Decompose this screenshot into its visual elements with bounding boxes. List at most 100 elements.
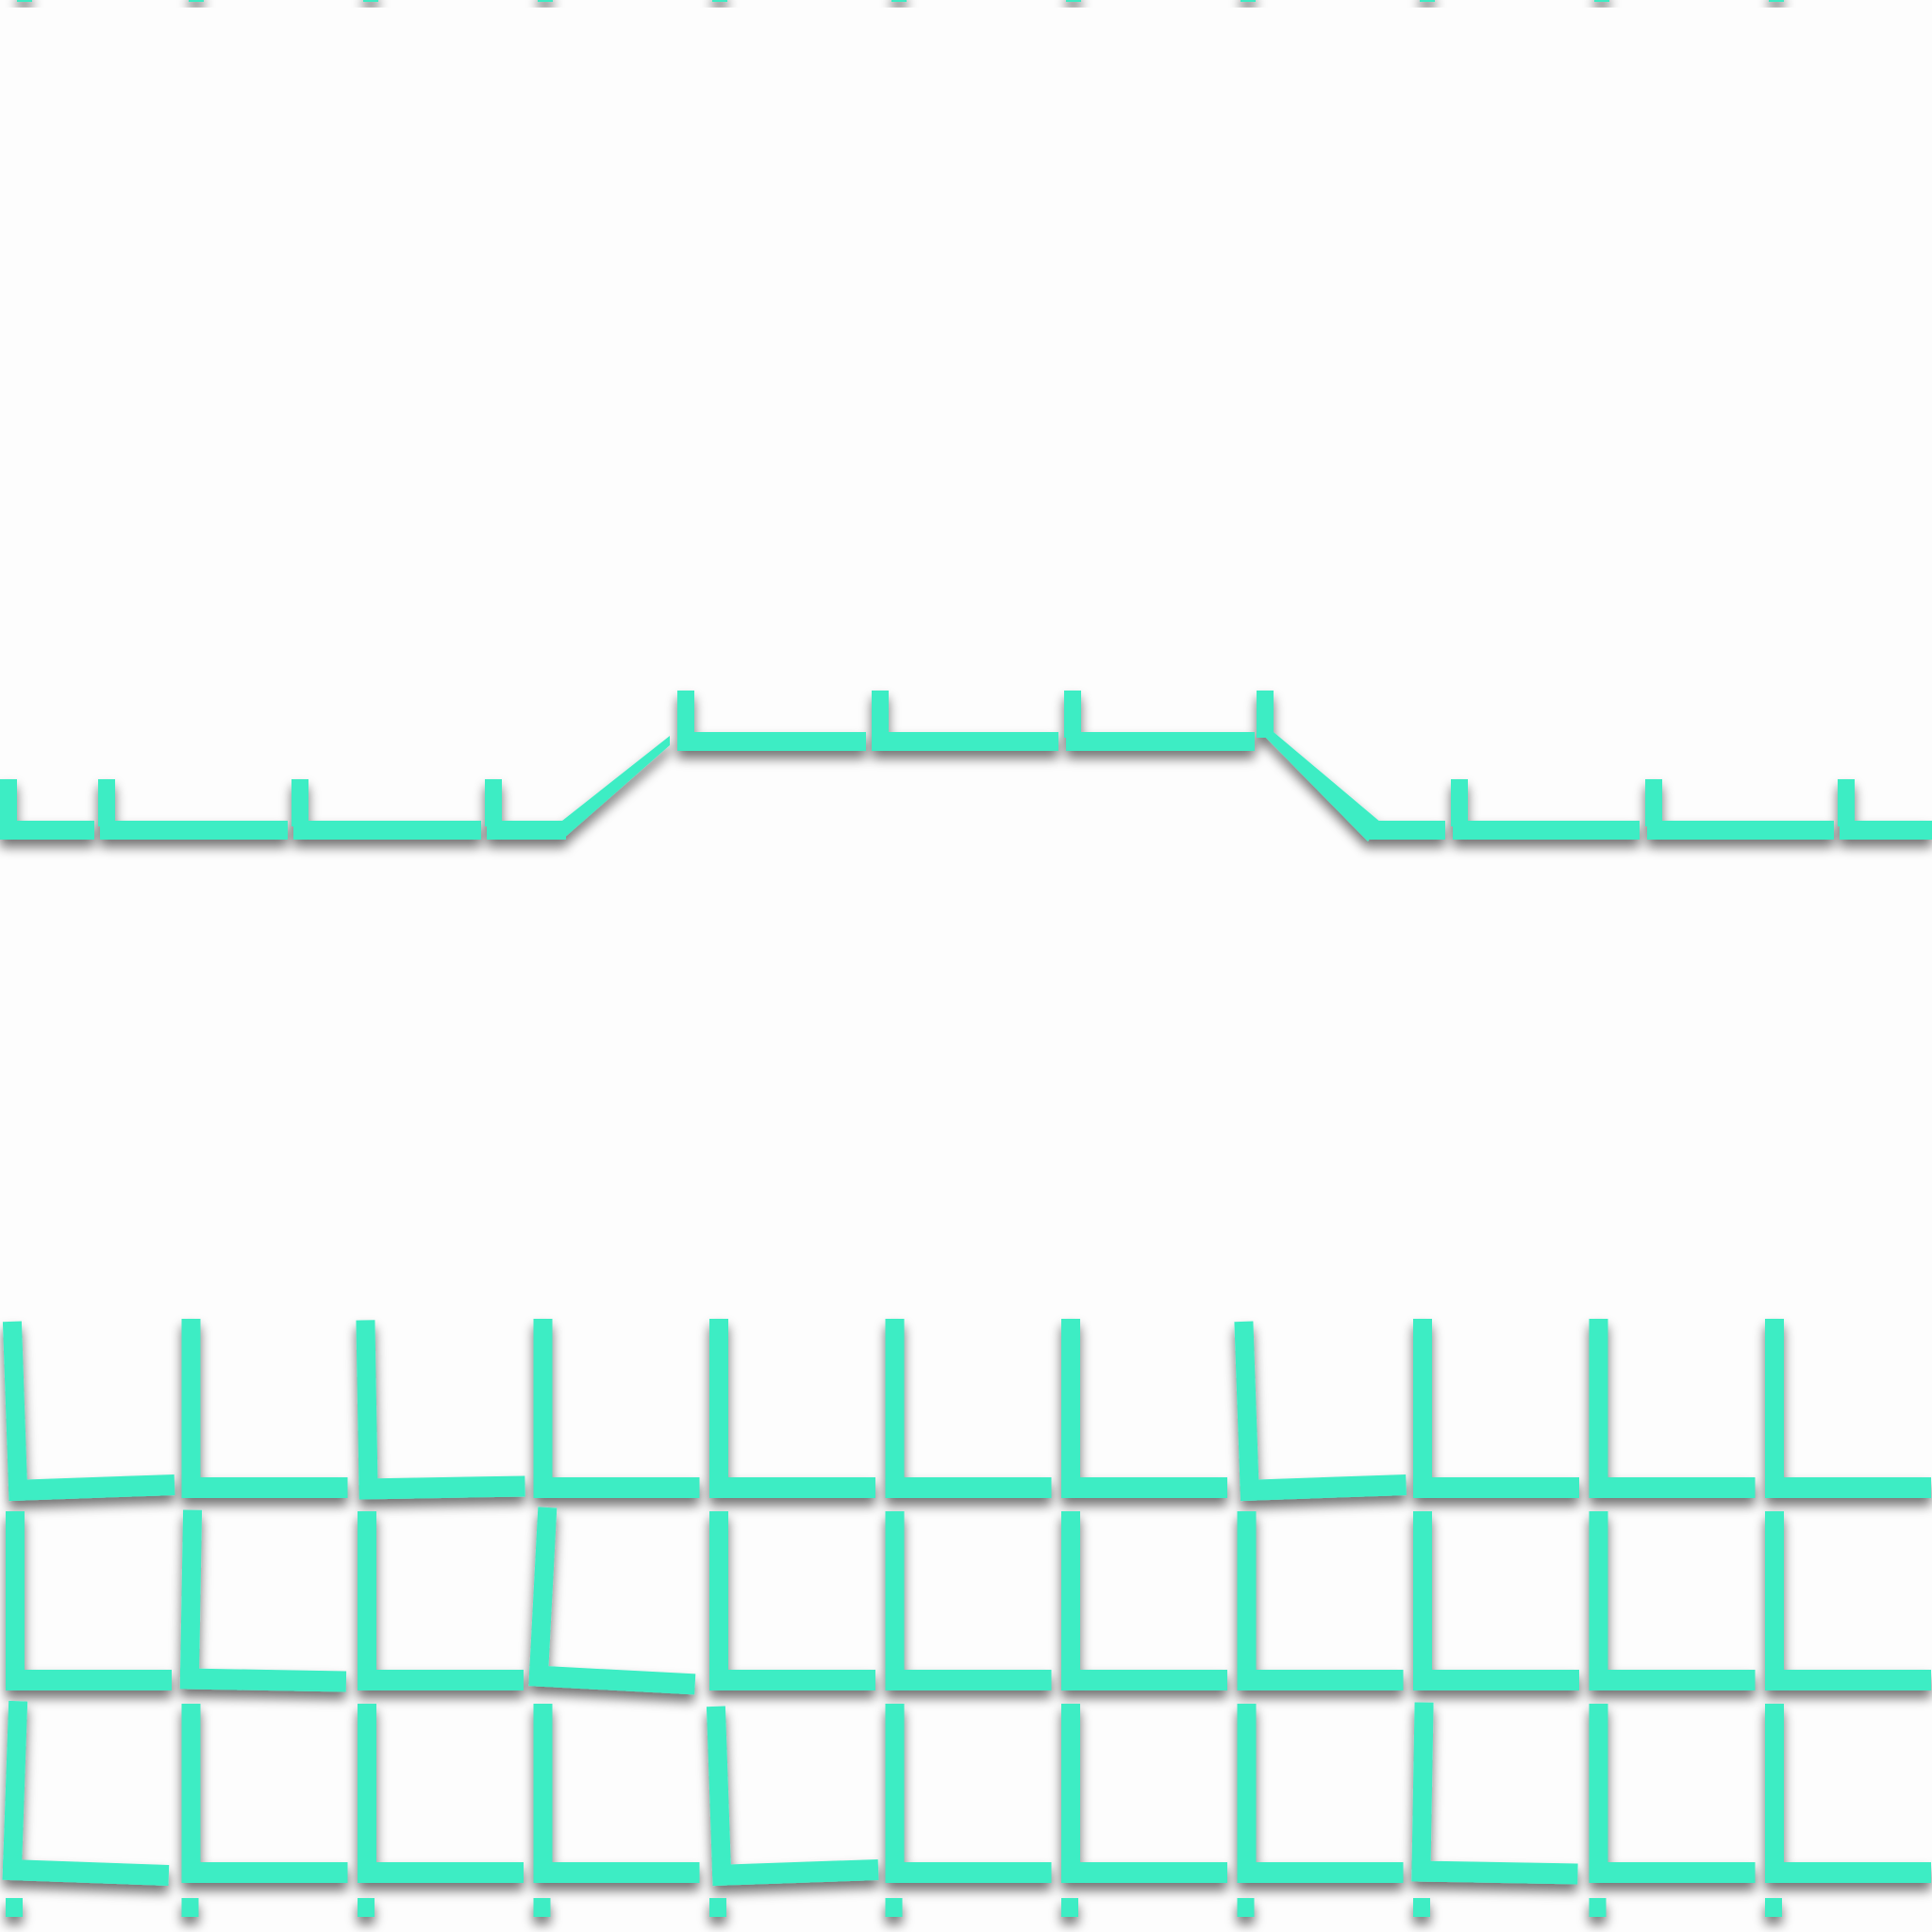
- brick-base: [533, 1862, 700, 1883]
- brick-cell: [1413, 1319, 1579, 1498]
- track-segment: [1066, 732, 1255, 751]
- track-segment: [872, 732, 1058, 751]
- brick-post: [1589, 1511, 1608, 1681]
- brick-base: [885, 1670, 1052, 1690]
- track-segment: [100, 821, 288, 840]
- brick-cell: [709, 1511, 875, 1690]
- brick-post: [1765, 1511, 1784, 1681]
- brick-cell: [1237, 1704, 1404, 1883]
- brick-cell: [885, 1511, 1052, 1690]
- brick-base: [885, 1862, 1052, 1883]
- brick-cell: [181, 1704, 348, 1883]
- brick-base: [1240, 1474, 1407, 1502]
- brick-cell: [1765, 1704, 1931, 1883]
- brick-post: [2, 1700, 28, 1872]
- brick-stub: [1413, 1898, 1430, 1917]
- track-post: [1838, 779, 1855, 826]
- brick-base: [1589, 1477, 1756, 1498]
- track-segment: [677, 732, 866, 751]
- brick-post: [179, 1509, 203, 1680]
- top-edge-tick: [1594, 0, 1609, 2]
- track-segment: [1453, 821, 1640, 840]
- brick-base: [1413, 1670, 1579, 1690]
- brick-cell: [2, 1321, 175, 1502]
- brick-cell: [1234, 1321, 1407, 1502]
- brick-cell: [358, 1704, 524, 1883]
- brick-cell: [1411, 1702, 1578, 1885]
- brick-base: [1765, 1862, 1931, 1883]
- top-edge-tick: [1769, 0, 1784, 2]
- brick-cell: [1589, 1319, 1756, 1498]
- brick-base: [181, 1477, 348, 1498]
- top-edge-tick: [17, 0, 32, 2]
- top-edge-tick: [538, 0, 553, 2]
- brick-base: [1413, 1477, 1579, 1498]
- brick-grid: [2, 1319, 1931, 1917]
- brick-cell: [6, 1511, 172, 1690]
- brick-post: [2, 1321, 28, 1492]
- track-segment: [293, 821, 481, 840]
- brick-post: [1234, 1321, 1259, 1492]
- brick-post: [6, 1511, 25, 1681]
- brick-cell: [706, 1706, 879, 1887]
- brick-base: [181, 1862, 348, 1883]
- top-edge-tick: [363, 0, 378, 2]
- brick-post: [885, 1319, 905, 1489]
- brick-stub: [6, 1898, 23, 1917]
- brick-base: [709, 1670, 875, 1690]
- brick-post: [1765, 1704, 1784, 1874]
- brick-cell: [885, 1704, 1052, 1883]
- brick-cell: [1413, 1511, 1579, 1690]
- brick-cell: [1589, 1704, 1756, 1883]
- track-post: [485, 779, 502, 826]
- brick-post: [1061, 1704, 1080, 1874]
- top-edge-tick: [712, 0, 727, 2]
- top-edge-tick: [891, 0, 907, 2]
- brick-base: [358, 1862, 524, 1883]
- brick-cell: [2, 1700, 170, 1886]
- track-segment: [1370, 821, 1445, 840]
- brick-post: [1413, 1511, 1432, 1681]
- brick-base: [885, 1477, 1052, 1498]
- brick-base: [1237, 1862, 1404, 1883]
- brick-cell: [1061, 1704, 1227, 1883]
- brick-base: [1061, 1670, 1227, 1690]
- brick-cell: [709, 1319, 875, 1498]
- brick-post: [1061, 1319, 1080, 1489]
- brick-base: [1061, 1862, 1227, 1883]
- brick-base: [528, 1665, 696, 1695]
- brick-stub: [181, 1898, 199, 1917]
- brick-post: [533, 1704, 553, 1874]
- brick-stub: [533, 1898, 551, 1917]
- track-ramp-right: [1260, 732, 1381, 841]
- brick-post: [358, 1511, 376, 1681]
- brick-base: [1589, 1670, 1756, 1690]
- brick-base: [1061, 1477, 1227, 1498]
- brick-post: [885, 1511, 905, 1681]
- track-segment: [487, 821, 566, 840]
- brick-post: [709, 1511, 728, 1681]
- track-post: [1257, 691, 1274, 738]
- brick-cell: [181, 1319, 348, 1498]
- brick-cell: [1589, 1511, 1756, 1690]
- brick-post: [358, 1704, 376, 1874]
- brick-post: [528, 1507, 558, 1678]
- track-post: [1064, 691, 1081, 738]
- brick-cell: [1061, 1511, 1227, 1690]
- track-segment: [1647, 821, 1834, 840]
- brick-base: [1411, 1860, 1578, 1885]
- brick-post: [181, 1319, 201, 1489]
- track-post: [0, 779, 17, 826]
- brick-base: [358, 1670, 524, 1690]
- brick-post: [181, 1704, 201, 1874]
- brick-stub: [358, 1898, 375, 1917]
- track-post: [872, 691, 889, 738]
- brick-post: [1237, 1511, 1257, 1681]
- track-segment: [0, 821, 94, 840]
- brick-stub: [709, 1898, 726, 1917]
- brick-cell: [1765, 1511, 1931, 1690]
- track-post: [677, 691, 694, 738]
- brick-post: [1061, 1511, 1080, 1681]
